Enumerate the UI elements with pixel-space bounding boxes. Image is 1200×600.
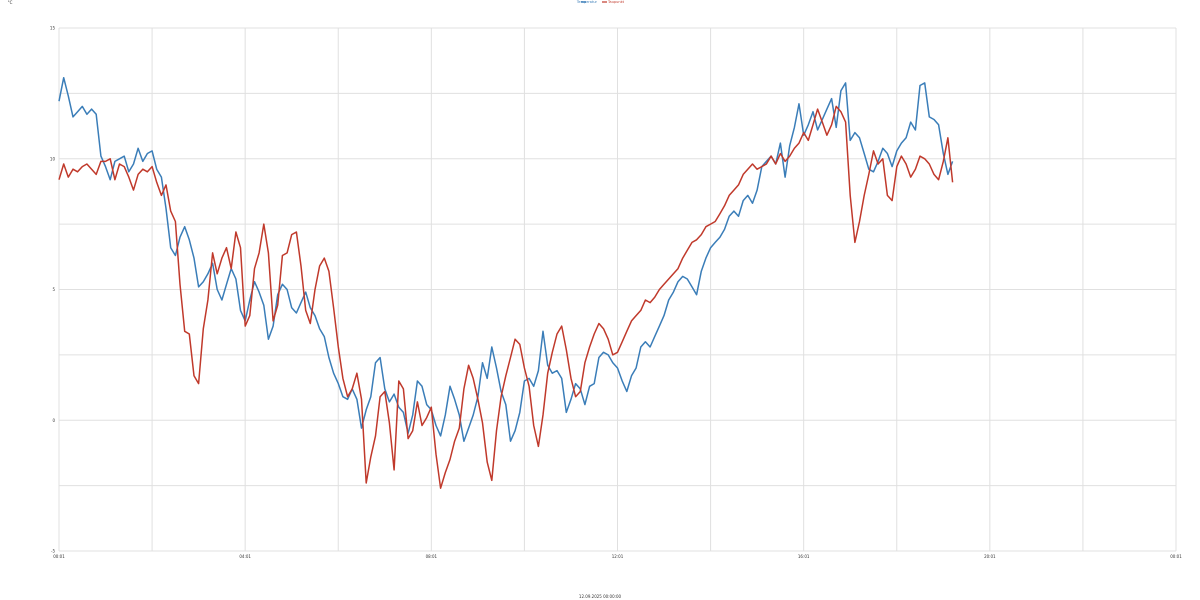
y-tick-label: 10	[50, 156, 56, 161]
x-tick-label: 04:01	[239, 554, 251, 559]
legend-label-temperatur: Temperatur	[576, 0, 598, 4]
y-tick-label: -5	[51, 549, 55, 554]
x-tick-label: 08:01	[426, 554, 438, 559]
grid-lines	[58, 27, 1177, 552]
x-tick-label: 00:01	[53, 554, 65, 559]
x-tick-label: 12:01	[612, 554, 624, 559]
y-tick-label: 15	[50, 26, 56, 31]
y-axis-ticks: -5 0 5 10 15	[50, 26, 56, 554]
series-line-taupunkt	[58, 105, 954, 489]
y-tick-label: 5	[52, 287, 55, 292]
x-axis-ticks: 00:01 04:01 08:01 12:01 16:01 20:01 00:01	[53, 554, 1182, 559]
x-tick-label: 20:01	[984, 554, 996, 559]
legend: Temperatur Taupunkt	[576, 0, 625, 4]
x-tick-label: 00:01	[1170, 554, 1182, 559]
series-line-temperatur	[58, 76, 954, 442]
unit-label: °C	[8, 0, 13, 5]
series-lines	[58, 76, 954, 489]
x-tick-label: 16:01	[798, 554, 810, 559]
x-axis-title: 12.09.2025 00:00:00	[579, 594, 622, 599]
y-tick-label: 0	[52, 418, 55, 423]
legend-label-taupunkt: Taupunkt	[607, 0, 625, 4]
